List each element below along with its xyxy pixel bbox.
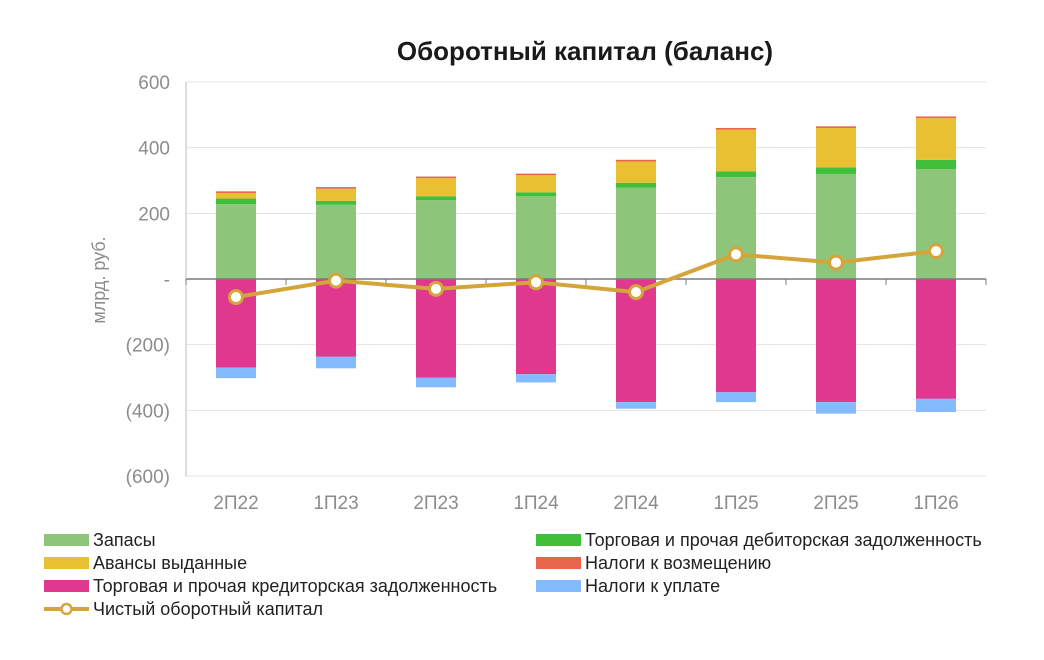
bar-segment [316,356,356,369]
bar-segment [916,398,956,412]
y-tick-label: (600) [126,467,170,488]
axis-layer: 2П22 1П23 2П23 1П24 2П24 1П25 2П25 1П26 [185,82,987,514]
bar-segment [516,196,556,279]
legend: Запасы Торговая и прочая дебиторская задо… [44,530,982,619]
legend-swatch [536,580,581,592]
net-working-capital-point [828,254,844,271]
bar-segment [916,116,956,119]
bar-segment [716,177,756,279]
bar-segment [416,176,456,179]
bar-segment [316,187,356,189]
y-tick-label: - [164,270,170,291]
x-tick-label: 2П22 [213,493,258,514]
net-working-capital-point [928,243,944,260]
bar-segment [616,159,656,162]
bar-segment [216,191,256,193]
bar-segment [916,279,956,399]
net-working-capital-point [328,272,344,289]
bar-segment [516,374,556,383]
y-tick-label: 600 [138,73,170,94]
bar-segment [516,173,556,176]
bar-segment [516,175,556,193]
legend-label: Торговая и прочая кредиторская задолженн… [93,576,497,596]
legend-label: Запасы [93,530,156,550]
y-axis-label: млрд. руб. [89,236,109,323]
bar-segment [816,127,856,168]
bar-segment [716,392,756,403]
net-working-capital-point [528,274,544,291]
y-tick-label: (200) [126,336,170,357]
net-working-capital-point [228,289,244,306]
bar-segment [216,367,256,379]
bar-segment [416,178,456,197]
chart-title: Оборотный капитал (баланс) [397,36,773,66]
bar-segment [616,161,656,183]
bar-segment [316,200,356,205]
x-tick-label: 1П23 [313,493,358,514]
bar-segment [816,402,856,414]
y-tick-label: 200 [138,204,170,225]
x-tick-label: 2П23 [413,493,458,514]
bar-segment [916,159,956,170]
x-tick-label: 1П24 [513,493,559,514]
line-layer [228,243,944,306]
bar-segment [816,167,856,174]
net-working-capital-point [628,284,644,301]
bar-segment [416,196,456,201]
x-tick-label: 1П26 [913,493,958,514]
bar-segment [316,279,356,357]
bar-segment [716,171,756,178]
bar-segment [516,279,556,375]
bar-segment [716,279,756,393]
net-working-capital-line [235,249,937,300]
bar-segment [616,187,656,279]
bar-segment [916,118,956,160]
y-tick-label: 400 [138,139,170,160]
legend-swatch [536,534,581,546]
net-working-capital-point [428,280,444,297]
x-tick-label: 1П25 [713,493,758,514]
bar-segment [216,192,256,199]
net-working-capital-point [728,246,744,263]
legend-label: Торговая и прочая дебиторская задолженно… [585,530,982,550]
legend-swatch [44,557,89,569]
bars-layer [216,116,956,414]
x-tick-label: 2П25 [813,493,858,514]
bar-segment [816,126,856,128]
bar-segment [416,200,456,279]
bar-segment [316,204,356,279]
bar-segment [616,182,656,188]
bar-segment [916,169,956,279]
bar-segment [616,402,656,409]
bar-segment [216,204,256,279]
legend-swatch [536,557,581,569]
bar-segment [516,192,556,197]
bar-segment [416,377,456,388]
legend-label: Налоги к уплате [585,576,720,596]
x-tick-label: 2П24 [613,493,659,514]
legend-label: Чистый оборотный капитал [93,599,323,619]
legend-label: Налоги к возмещению [585,553,771,573]
bar-segment [716,127,756,130]
legend-swatch [44,534,89,546]
bar-segment [316,188,356,201]
bar-segment [816,279,856,403]
legend-swatch-marker [60,602,73,616]
bar-segment [716,129,756,172]
y-tick-label: (400) [126,401,170,422]
legend-label: Авансы выданные [93,553,247,573]
legend-swatch [44,580,89,592]
bar-segment [216,198,256,205]
